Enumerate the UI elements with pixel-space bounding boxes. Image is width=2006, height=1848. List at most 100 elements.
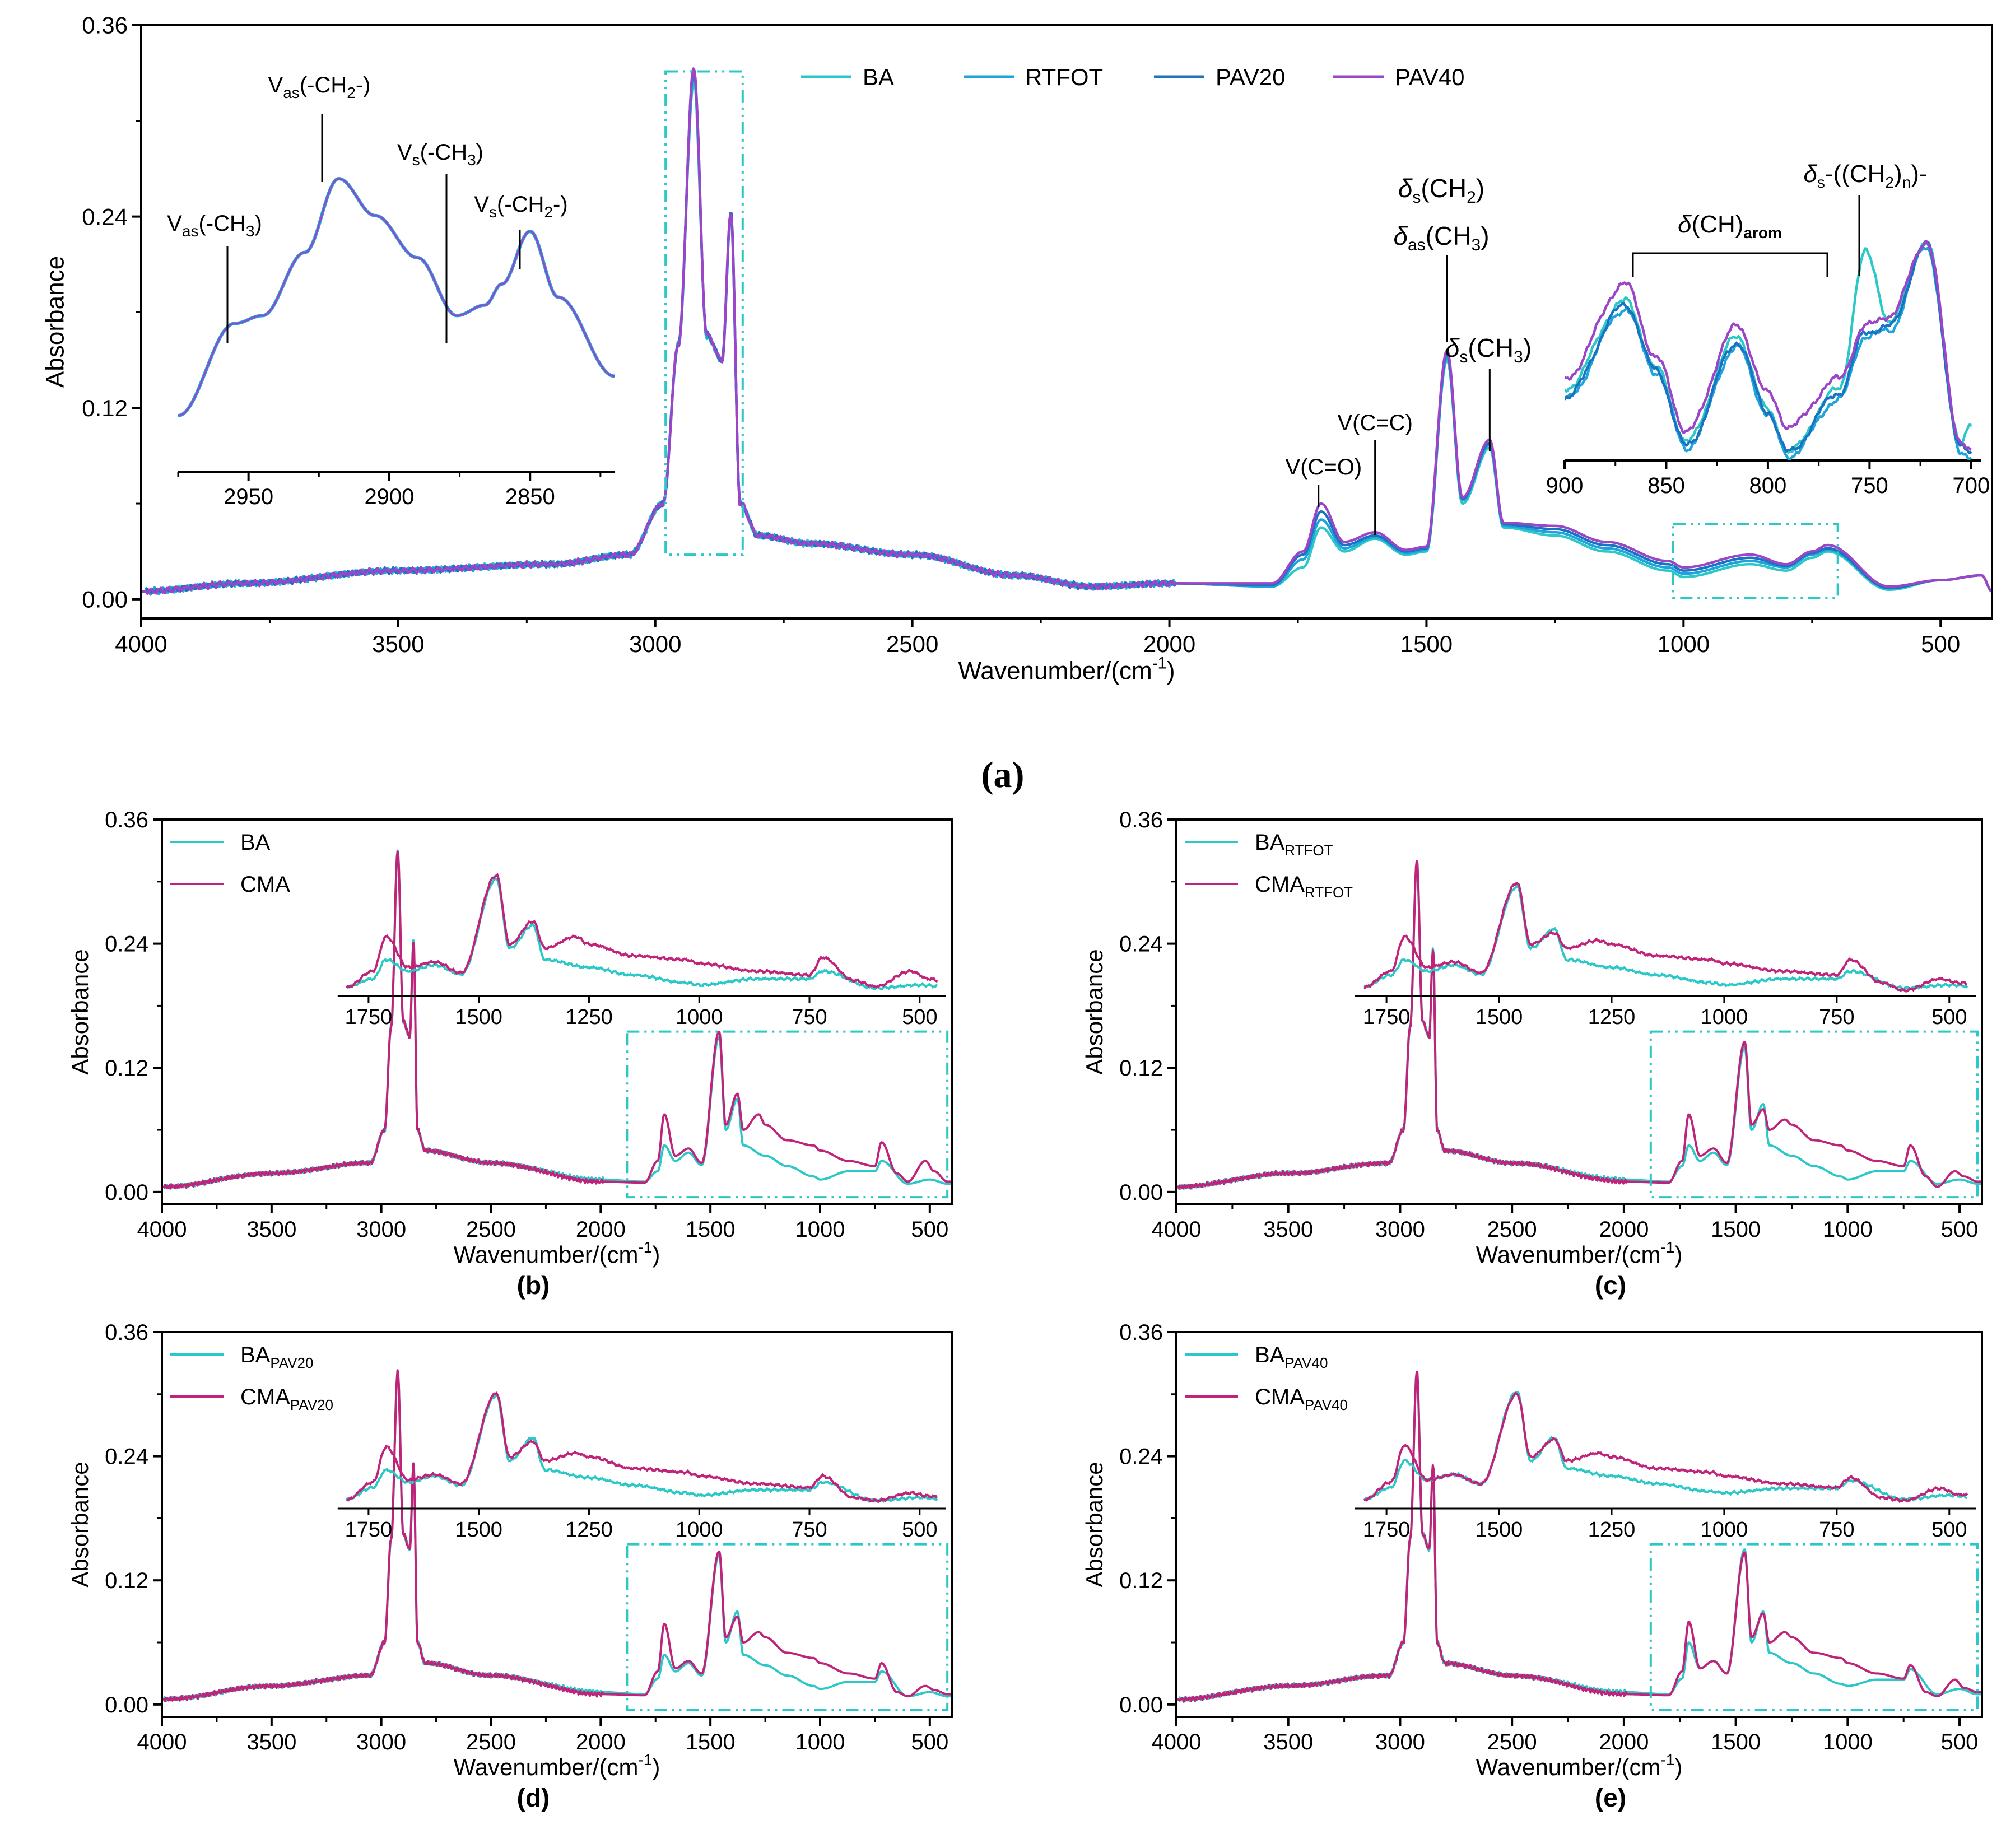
subscript: n <box>1902 174 1911 191</box>
annotation-delta-s-ch3: δs(CH3) <box>1445 333 1532 366</box>
inset-series-line-BA <box>345 1393 938 1503</box>
series-line-CMA <box>1176 1371 1982 1703</box>
panel-caption-c: (c) <box>1595 1270 1626 1300</box>
y-axis-label: Absorbance <box>1081 949 1107 1074</box>
zoom-box <box>1672 523 1839 599</box>
text-part: V <box>397 140 412 165</box>
x-axis-label-main: Wavenumber/(cm <box>454 1754 639 1780</box>
y-tick-label: 0.12 <box>1119 1568 1163 1593</box>
text-part: (CH) <box>1692 211 1744 238</box>
text-part: -) <box>356 73 371 97</box>
x-axis-label-close: ) <box>652 1241 660 1268</box>
subscript: 2 <box>347 84 356 101</box>
text-part: (CH <box>1468 333 1514 362</box>
inset-x-tick-label: 1500 <box>1476 1006 1523 1029</box>
x-tick-label: 2500 <box>1487 1730 1537 1754</box>
subscript: s <box>489 203 497 221</box>
inset-x-tick-label: 850 <box>1647 473 1685 498</box>
inset-series-line-CMA <box>1363 1391 1968 1503</box>
subscript: arom <box>1743 224 1781 241</box>
y-tick-label: 0.24 <box>82 203 128 230</box>
y-axis-label: Absorbance <box>41 256 69 388</box>
subscript: as <box>1408 236 1426 254</box>
text-part: CMA <box>1255 1385 1305 1409</box>
x-axis-label: Wavenumber/(cm-1) <box>958 654 1175 685</box>
subscript: 2 <box>1885 174 1894 191</box>
inset-x-tick-label: 1000 <box>676 1518 723 1542</box>
subscript: 2 <box>544 203 553 221</box>
series-line-BA <box>162 849 952 1190</box>
y-tick-label: 0.12 <box>82 395 128 421</box>
x-axis-label-main: Wavenumber/(cm <box>1476 1754 1661 1780</box>
x-tick-label: 4000 <box>137 1217 187 1242</box>
y-tick-label: 0.12 <box>105 1568 148 1593</box>
annotation-v-cc: V(C=C) <box>1337 411 1412 435</box>
subscript: RTFOT <box>1305 884 1353 901</box>
delta: δ <box>1393 221 1408 250</box>
inset-x-tick-label: 1250 <box>1588 1518 1636 1542</box>
inset-series-line-CMA <box>346 1391 938 1503</box>
panel-caption-d: (d) <box>517 1783 550 1812</box>
subscript: 3 <box>246 222 255 240</box>
x-tick-label: 2500 <box>466 1217 516 1242</box>
delta: δ <box>1445 333 1460 362</box>
series-line-CMA <box>162 850 952 1190</box>
y-tick-label: 0.12 <box>105 1056 148 1081</box>
y-axis-label: Absorbance <box>67 1461 93 1587</box>
zoom-box <box>626 1030 949 1199</box>
inset-x-tick-label: 900 <box>1546 473 1584 498</box>
text-part: V <box>474 192 489 217</box>
y-tick-label: 0.36 <box>105 1320 148 1345</box>
x-tick-label: 2500 <box>886 631 938 657</box>
subscript: 2 <box>1467 188 1476 207</box>
y-axis-label: Absorbance <box>67 949 93 1074</box>
inset-series-line-BA <box>345 876 938 991</box>
x-axis-label-main: Wavenumber/(cm <box>454 1241 639 1268</box>
x-tick-label: 2000 <box>576 1217 626 1242</box>
inset-series-group <box>1565 240 1972 460</box>
text-part: ) <box>1894 160 1902 188</box>
x-axis-label-sup: -1 <box>1660 1751 1674 1768</box>
text-part: ) <box>1476 174 1484 203</box>
text-part: ) <box>1481 221 1489 250</box>
text-part: ) <box>476 140 483 165</box>
y-tick-label: 0.24 <box>1119 1445 1163 1469</box>
panel-caption-e: (e) <box>1595 1783 1626 1812</box>
plot-frame <box>1175 1331 1983 1718</box>
x-tick-label: 3000 <box>629 631 681 657</box>
x-tick-label: 500 <box>911 1217 948 1242</box>
legend-label-BA: BAPAV20 <box>240 1343 313 1371</box>
y-tick-label: 0.00 <box>82 586 128 613</box>
inset-x-tick-label: 1500 <box>455 1006 502 1029</box>
legend-label-BA: BAPAV40 <box>1255 1343 1328 1371</box>
series-line-CMA <box>1176 860 1982 1190</box>
y-tick-label: 0.00 <box>1119 1693 1163 1717</box>
subscript: 3 <box>467 151 476 169</box>
x-axis-label-main: Wavenumber/(cm <box>1476 1241 1661 1268</box>
inset-x-tick-label: 500 <box>1931 1518 1967 1542</box>
subscript: as <box>283 84 300 101</box>
panel-c: 4000 3500 3000 2500 2000 1500 1000 500 0.00 0.12 0… <box>1081 808 1983 1300</box>
x-axis-label: Wavenumber/(cm-1) <box>1476 1751 1683 1780</box>
series-group <box>162 849 952 1190</box>
x-axis-label-close: ) <box>1167 657 1175 685</box>
text-part: V <box>268 73 283 97</box>
x-tick-label: 2500 <box>1487 1217 1537 1242</box>
x-tick-label: 2500 <box>466 1730 516 1754</box>
text-part: (-CH <box>198 211 245 236</box>
y-axis-label: Absorbance <box>1081 1461 1107 1587</box>
text-part: CMA <box>1255 872 1305 897</box>
legend-label-CMA: CMAPAV40 <box>1255 1385 1348 1413</box>
inset-x-tick-label: 700 <box>1952 473 1990 498</box>
x-axis-label: Wavenumber/(cm-1) <box>454 1751 660 1780</box>
plot-frame <box>140 24 1993 620</box>
y-tick-label: 0.00 <box>1119 1180 1163 1205</box>
series-group <box>1176 1371 1982 1703</box>
x-tick-label: 1000 <box>795 1217 845 1242</box>
x-tick-label: 3500 <box>1263 1217 1313 1242</box>
subscript: s <box>1817 174 1825 191</box>
panel-caption-b: (b) <box>517 1270 550 1300</box>
x-axis-label-close: ) <box>652 1754 660 1780</box>
inset-label-vs-ch3: Vs(-CH3) <box>397 140 483 169</box>
panel-b: 4000 3500 3000 2500 2000 1500 1000 500 0.00 0.12 0… <box>67 808 953 1300</box>
